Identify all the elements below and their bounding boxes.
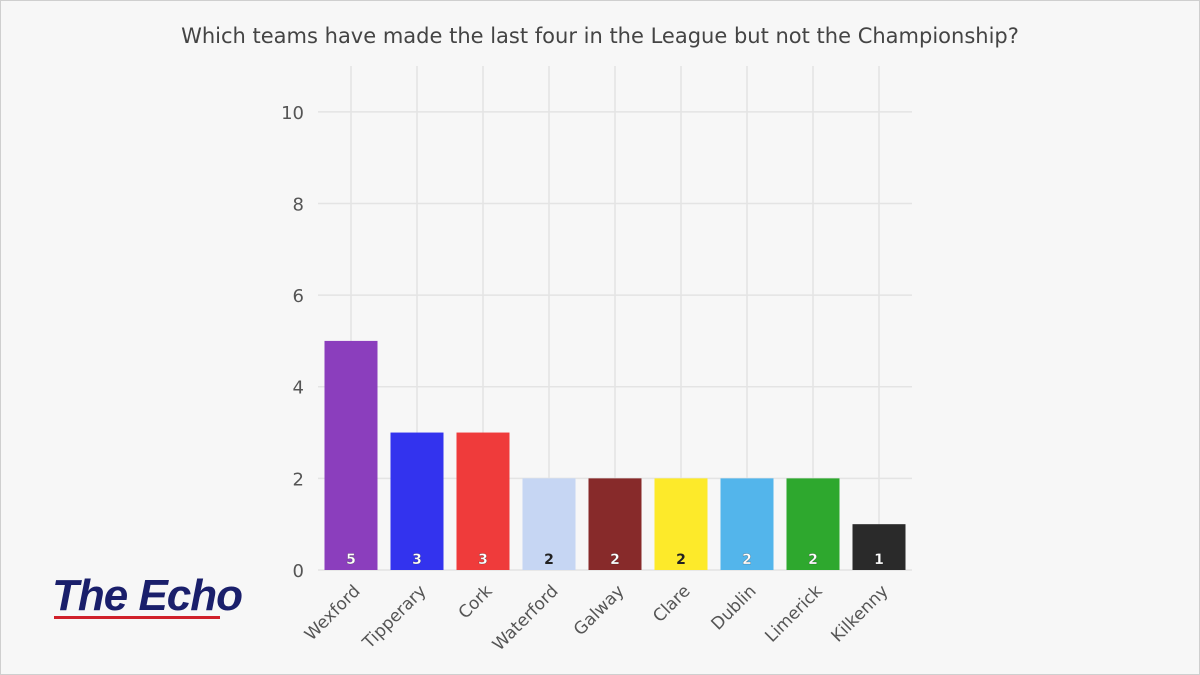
bar-value-label: 3	[478, 552, 488, 568]
x-tick-label: Kilkenny	[828, 581, 893, 646]
bars	[324, 340, 906, 570]
bar-value-label: 5	[346, 552, 356, 568]
x-tick-label: Wexford	[301, 581, 365, 645]
y-tick-label: 0	[293, 561, 304, 582]
bar-value-label: 2	[676, 552, 686, 568]
bar-galway	[588, 478, 642, 570]
y-tick-label: 8	[293, 194, 304, 215]
bar-waterford	[522, 478, 576, 570]
y-tick-label: 10	[281, 103, 304, 124]
bar-kilkenny	[852, 524, 906, 570]
x-tick-label: Limerick	[761, 581, 826, 646]
x-tick-label: Cork	[455, 581, 497, 623]
x-tick-label: Dublin	[708, 581, 761, 634]
bar-wexford	[324, 340, 378, 570]
bar-value-label: 2	[544, 552, 554, 568]
x-tick-label: Waterford	[489, 581, 563, 655]
bar-dublin	[720, 478, 774, 570]
bar-cork	[456, 432, 510, 570]
x-tick-label: Clare	[649, 581, 694, 626]
bar-value-label: 2	[610, 552, 620, 568]
y-tick-label: 2	[293, 469, 304, 490]
y-tick-label: 4	[293, 378, 304, 399]
logo-underline	[54, 616, 220, 619]
bar-value-labels: 5 3 3 2 2 2 2 2 1	[346, 552, 884, 569]
bar-value-label: 1	[874, 552, 884, 568]
the-echo-logo: The Echo	[52, 571, 243, 620]
bar-clare	[654, 478, 708, 570]
bar-limerick	[786, 478, 840, 570]
bar-value-label: 2	[808, 552, 818, 568]
x-tick-label: Tipperary	[358, 581, 430, 653]
y-tick-label: 6	[293, 286, 304, 307]
x-tick-label: Galway	[570, 581, 628, 639]
y-axis-tick-labels: 0 2 4 6 8 10	[281, 103, 304, 582]
bar-tipperary	[390, 432, 444, 570]
chart-title: Which teams have made the last four in t…	[181, 24, 1019, 48]
bar-value-label: 3	[412, 552, 422, 568]
bar-value-label: 2	[742, 552, 752, 568]
